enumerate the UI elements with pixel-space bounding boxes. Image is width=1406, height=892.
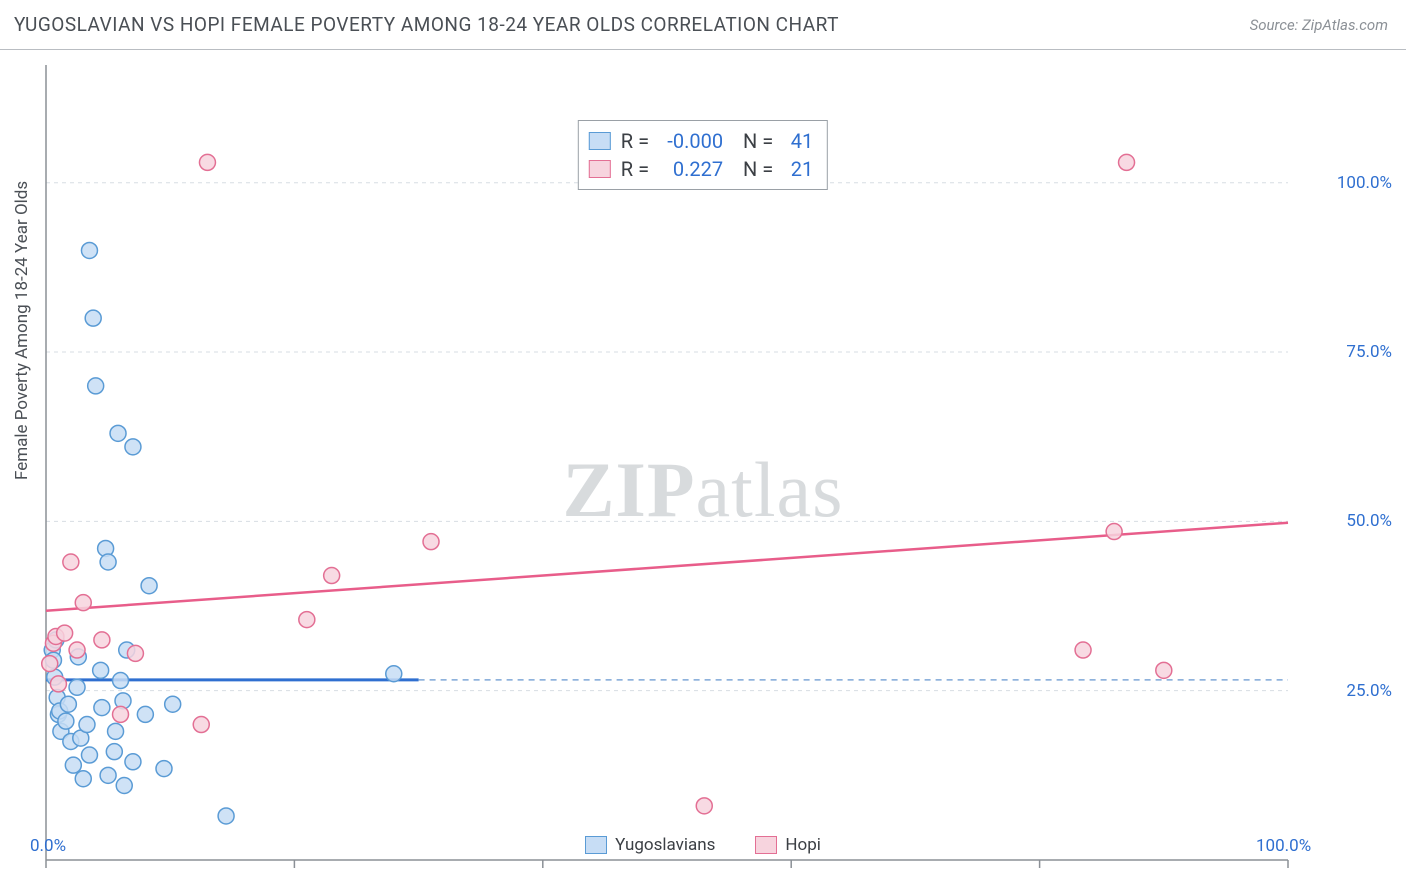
x-tick-label: 100.0%	[1256, 836, 1311, 856]
chart-header: YUGOSLAVIAN VS HOPI FEMALE POVERTY AMONG…	[0, 0, 1406, 50]
legend-item-yugoslavians: Yugoslavians	[585, 835, 715, 855]
chart-area: ZIPatlas R = -0.000 N = 41 R = 0.227 N =…	[0, 50, 1406, 892]
stats-legend-row: R = -0.000 N = 41	[589, 127, 813, 155]
chart-title: YUGOSLAVIAN VS HOPI FEMALE POVERTY AMONG…	[14, 13, 839, 36]
n-value: 21	[783, 155, 813, 183]
legend-swatch-pink	[589, 160, 611, 178]
legend-swatch-pink	[755, 836, 777, 854]
y-axis-title: Female Poverty Among 18-24 Year Olds	[12, 181, 32, 480]
x-tick-label: 0.0%	[30, 836, 66, 856]
legend-item-hopi: Hopi	[755, 835, 821, 855]
y-tick-label: 50.0%	[1346, 511, 1392, 531]
chart-source: Source: ZipAtlas.com	[1250, 16, 1388, 34]
legend-label: Yugoslavians	[615, 835, 715, 855]
legend-swatch-blue	[589, 132, 611, 150]
series-legend: Yugoslavians Hopi	[0, 835, 1406, 855]
stats-legend-box: R = -0.000 N = 41 R = 0.227 N = 21	[578, 120, 828, 190]
r-value: -0.000	[659, 127, 723, 155]
y-tick-label: 25.0%	[1346, 681, 1392, 701]
n-value: 41	[783, 127, 813, 155]
stats-legend-row: R = 0.227 N = 21	[589, 155, 813, 183]
y-tick-label: 100.0%	[1337, 173, 1392, 193]
legend-label: Hopi	[785, 835, 821, 855]
r-value: 0.227	[659, 155, 723, 183]
legend-swatch-blue	[585, 836, 607, 854]
y-tick-label: 75.0%	[1346, 342, 1392, 362]
